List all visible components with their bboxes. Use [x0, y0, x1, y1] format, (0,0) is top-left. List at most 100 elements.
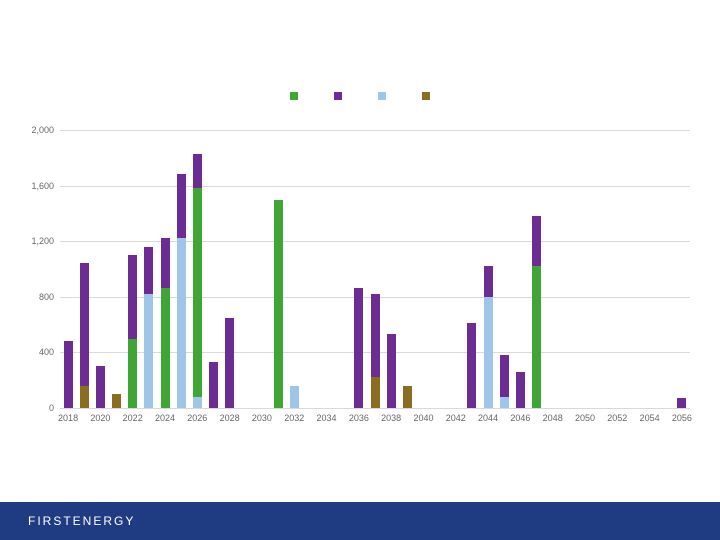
- x-axis-label: 2040: [413, 413, 433, 423]
- bar-segment: [193, 154, 202, 189]
- bar-segment: [80, 263, 89, 385]
- x-axis-label: 2050: [575, 413, 595, 423]
- bar-group: [451, 130, 460, 408]
- bar-segment: [516, 372, 525, 408]
- x-axis-label: 2034: [317, 413, 337, 423]
- bar-segment: [677, 398, 686, 408]
- x-axis-label: 2032: [284, 413, 304, 423]
- bar-segment: [161, 238, 170, 288]
- x-axis-label: 2054: [640, 413, 660, 423]
- bar-group: [597, 130, 606, 408]
- bar-segment: [177, 238, 186, 408]
- bar-segment: [354, 288, 363, 408]
- gridline: [60, 408, 690, 409]
- y-axis-label: 1,200: [24, 236, 54, 246]
- legend-item: [422, 92, 430, 100]
- bar-group: [613, 130, 622, 408]
- bar-segment: [532, 216, 541, 266]
- bar-segment: [484, 297, 493, 408]
- bar-segment: [209, 362, 218, 408]
- legend-swatch: [290, 92, 298, 100]
- bar-segment: [64, 341, 73, 408]
- bar-group: [225, 130, 234, 408]
- bar-segment: [193, 397, 202, 408]
- legend-swatch: [334, 92, 342, 100]
- bar-segment: [128, 255, 137, 338]
- bar-group: [257, 130, 266, 408]
- bar-segment: [484, 266, 493, 297]
- legend-swatch: [378, 92, 386, 100]
- bar-group: [532, 130, 541, 408]
- bar-segment: [144, 294, 153, 408]
- x-axis-label: 2024: [155, 413, 175, 423]
- bar-segment: [467, 323, 476, 408]
- bar-segment: [500, 355, 509, 397]
- bar-segment: [80, 386, 89, 408]
- legend: [0, 92, 720, 100]
- x-axis-label: 2020: [90, 413, 110, 423]
- bar-group: [371, 130, 380, 408]
- bar-segment: [532, 266, 541, 408]
- bar-group: [387, 130, 396, 408]
- bar-group: [435, 130, 444, 408]
- bar-segment: [371, 294, 380, 377]
- legend-item: [378, 92, 386, 100]
- x-axis-label: 2046: [510, 413, 530, 423]
- footer-bar: FIRSTENERGY: [0, 502, 720, 540]
- bar-group: [500, 130, 509, 408]
- bar-segment: [96, 366, 105, 408]
- bar-group: [161, 130, 170, 408]
- bar-group: [128, 130, 137, 408]
- slide-canvas: 04008001,2001,6002,000201820202022202420…: [0, 0, 720, 540]
- bar-group: [322, 130, 331, 408]
- x-axis-label: 2038: [381, 413, 401, 423]
- bar-group: [581, 130, 590, 408]
- x-axis-label: 2028: [220, 413, 240, 423]
- bar-segment: [403, 386, 412, 408]
- bar-segment: [193, 188, 202, 397]
- bar-group: [629, 130, 638, 408]
- y-axis-label: 400: [24, 347, 54, 357]
- bar-segment: [225, 318, 234, 408]
- bar-group: [516, 130, 525, 408]
- bar-group: [64, 130, 73, 408]
- x-axis-label: 2044: [478, 413, 498, 423]
- bar-group: [306, 130, 315, 408]
- y-axis-label: 800: [24, 292, 54, 302]
- bar-segment: [128, 339, 137, 409]
- x-axis-label: 2026: [187, 413, 207, 423]
- x-axis-label: 2022: [123, 413, 143, 423]
- bar-group: [467, 130, 476, 408]
- legend-item: [290, 92, 298, 100]
- bar-group: [193, 130, 202, 408]
- bar-segment: [387, 334, 396, 408]
- x-axis-label: 2048: [543, 413, 563, 423]
- bar-group: [645, 130, 654, 408]
- bar-group: [80, 130, 89, 408]
- bar-segment: [144, 247, 153, 294]
- legend-swatch: [422, 92, 430, 100]
- bar-group: [484, 130, 493, 408]
- x-axis-label: 2018: [58, 413, 78, 423]
- bar-segment: [161, 288, 170, 408]
- bar-group: [338, 130, 347, 408]
- bar-segment: [274, 200, 283, 409]
- x-axis-label: 2036: [349, 413, 369, 423]
- legend-item: [334, 92, 342, 100]
- bar-segment: [177, 174, 186, 238]
- bar-group: [290, 130, 299, 408]
- bar-group: [177, 130, 186, 408]
- bar-group: [564, 130, 573, 408]
- bar-group: [661, 130, 670, 408]
- bar-group: [144, 130, 153, 408]
- y-axis-label: 0: [24, 403, 54, 413]
- y-axis-label: 2,000: [24, 125, 54, 135]
- bar-group: [112, 130, 121, 408]
- bar-segment: [500, 397, 509, 408]
- bar-group: [241, 130, 250, 408]
- bar-group: [209, 130, 218, 408]
- bar-group: [274, 130, 283, 408]
- bar-segment: [371, 377, 380, 408]
- bar-group: [548, 130, 557, 408]
- maturity-chart: 04008001,2001,6002,000201820202022202420…: [60, 130, 690, 408]
